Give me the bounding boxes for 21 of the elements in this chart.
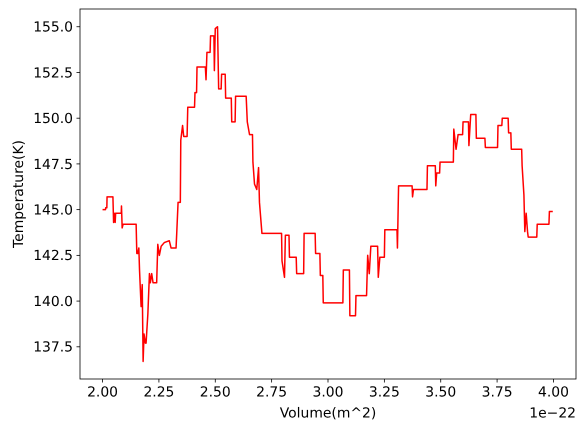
y-tick-label: 152.5 xyxy=(33,65,73,82)
x-tick-label: 4.00 xyxy=(538,384,569,401)
y-tick-label: 155.0 xyxy=(33,20,73,36)
y-tick-label: 150.0 xyxy=(33,111,73,128)
x-tick-label: 2.75 xyxy=(256,384,288,401)
y-tick-label: 147.5 xyxy=(33,156,73,173)
x-tick-label: 3.25 xyxy=(368,384,400,401)
x-axis-title: Volume(m^2) xyxy=(280,406,376,422)
y-axis-title: Temperature(K) xyxy=(10,140,27,249)
x-tick-label: 2.00 xyxy=(87,384,118,401)
y-tick-label: 142.5 xyxy=(33,248,73,264)
y-tick-label: 145.0 xyxy=(33,202,73,219)
y-tick-label: 137.5 xyxy=(33,340,73,356)
text: 1e−22 xyxy=(529,406,576,422)
x-tick-label: 3.50 xyxy=(425,384,456,401)
x-tick-label: 2.25 xyxy=(143,384,174,401)
line-series xyxy=(102,26,554,362)
x-tick-label: 2.50 xyxy=(200,384,231,401)
x-tick-label: 3.00 xyxy=(312,384,344,401)
x-tick-label: 3.75 xyxy=(482,384,513,401)
y-tick-label: 140.0 xyxy=(33,294,73,310)
